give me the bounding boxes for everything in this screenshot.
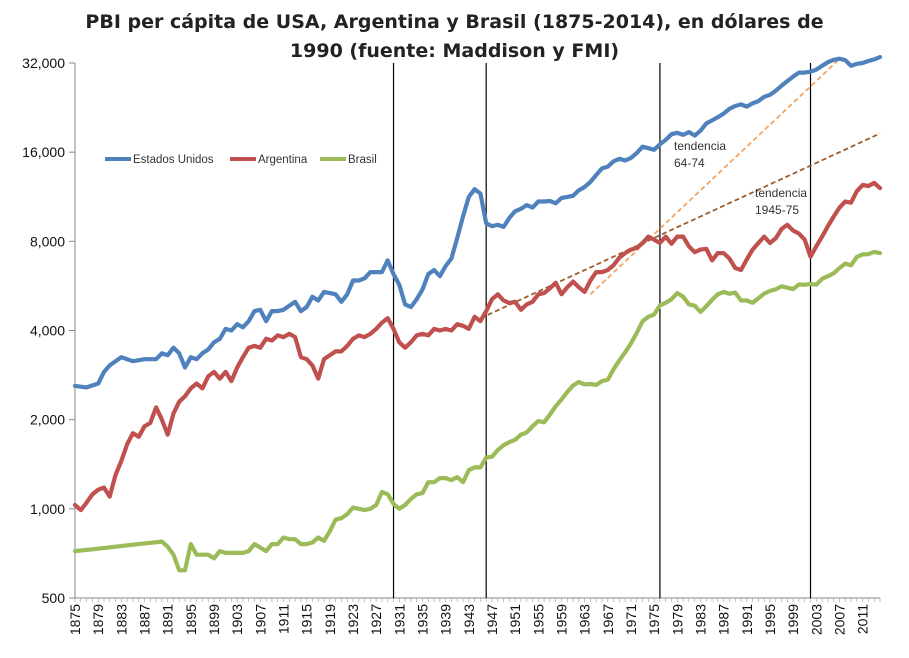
x-tick-label: 1967 [600,604,616,635]
x-tick-label: 1931 [391,604,407,635]
x-tick-label: 1991 [739,604,755,635]
x-tick-label: 1927 [368,604,384,635]
trend-line [480,132,881,320]
chart-title-line-1: PBI per cápita de USA, Argentina y Brasi… [85,11,824,33]
legend: Estados Unidos Argentina Brasil [105,154,377,166]
chart-title: PBI per cápita de USA, Argentina y Brasi… [0,8,909,66]
y-tick-label: 16,000 [22,144,65,160]
x-tick-label: 1919 [322,604,338,635]
x-tick-label: 1891 [160,604,176,635]
x-tick-label: 1947 [484,604,500,635]
y-tick-label: 32,000 [22,55,65,71]
x-tick-label: 1903 [229,604,245,635]
x-tick-label: 1895 [183,604,199,635]
x-tick-label: 1979 [669,604,685,635]
vertical-markers [392,63,812,598]
x-tick-label: 1875 [67,604,83,635]
x-tick-label: 1907 [252,604,268,635]
y-tick-label: 4,000 [30,323,65,339]
x-tick-label: 1887 [136,604,152,635]
x-tick-label: 1879 [90,604,106,635]
x-tick-label: 1911 [275,604,291,634]
x-tick-label: 1951 [507,604,523,635]
series-line-argentina [72,180,883,513]
x-tick-label: 1883 [113,604,129,635]
axes: 500 1,000 2,000 4,000 8,000 16,000 32,000 1875 1… [22,55,881,635]
annotation-label-line-1: tendencia [674,139,726,153]
annotation-label-line-2: 64-74 [674,156,705,170]
trend-line [589,58,841,295]
y-tick-label: 500 [42,590,66,606]
series-lines [72,55,883,573]
x-tick-label: 1959 [553,604,569,635]
x-tick-label: 1899 [206,604,222,635]
x-tick-label: 1943 [461,604,477,635]
x-tick-label: 1999 [785,604,801,635]
x-tick-label: 1971 [623,604,639,635]
y-tick-label: 2,000 [30,412,65,428]
x-tick-label: 2007 [831,604,847,635]
x-tick-label: 1939 [438,604,454,635]
x-tick-label: 1915 [299,604,315,635]
y-tick-label: 8,000 [30,233,65,249]
chart-title-line-2: 1990 (fuente: Maddison y FMI) [289,40,620,62]
trend-lines [480,58,881,320]
x-tick-label: 1955 [530,604,546,635]
x-tick-label: 1987 [716,604,732,635]
x-tick-label: 2003 [808,604,824,635]
x-tick-label: 1963 [577,604,593,635]
legend-label: Estados Unidos [133,154,214,166]
annotation-label-line-1: tendencia [755,186,807,200]
x-tick-label: 1983 [692,604,708,635]
series-line-estados-unidos [72,55,883,390]
annotations: tendencia 64-74 tendencia 1945-75 [674,139,807,217]
legend-label: Argentina [258,154,308,166]
y-tick-label: 1,000 [30,501,65,517]
x-tick-label: 2011 [855,604,871,634]
x-tick-label: 1995 [762,604,778,635]
x-tick-label: 1923 [345,604,361,635]
series-line-brasil [72,249,883,573]
legend-label: Brasil [348,154,377,166]
x-tick-label: 1975 [646,604,662,635]
annotation-label-line-2: 1945-75 [755,203,799,217]
x-tick-label: 1935 [414,604,430,635]
